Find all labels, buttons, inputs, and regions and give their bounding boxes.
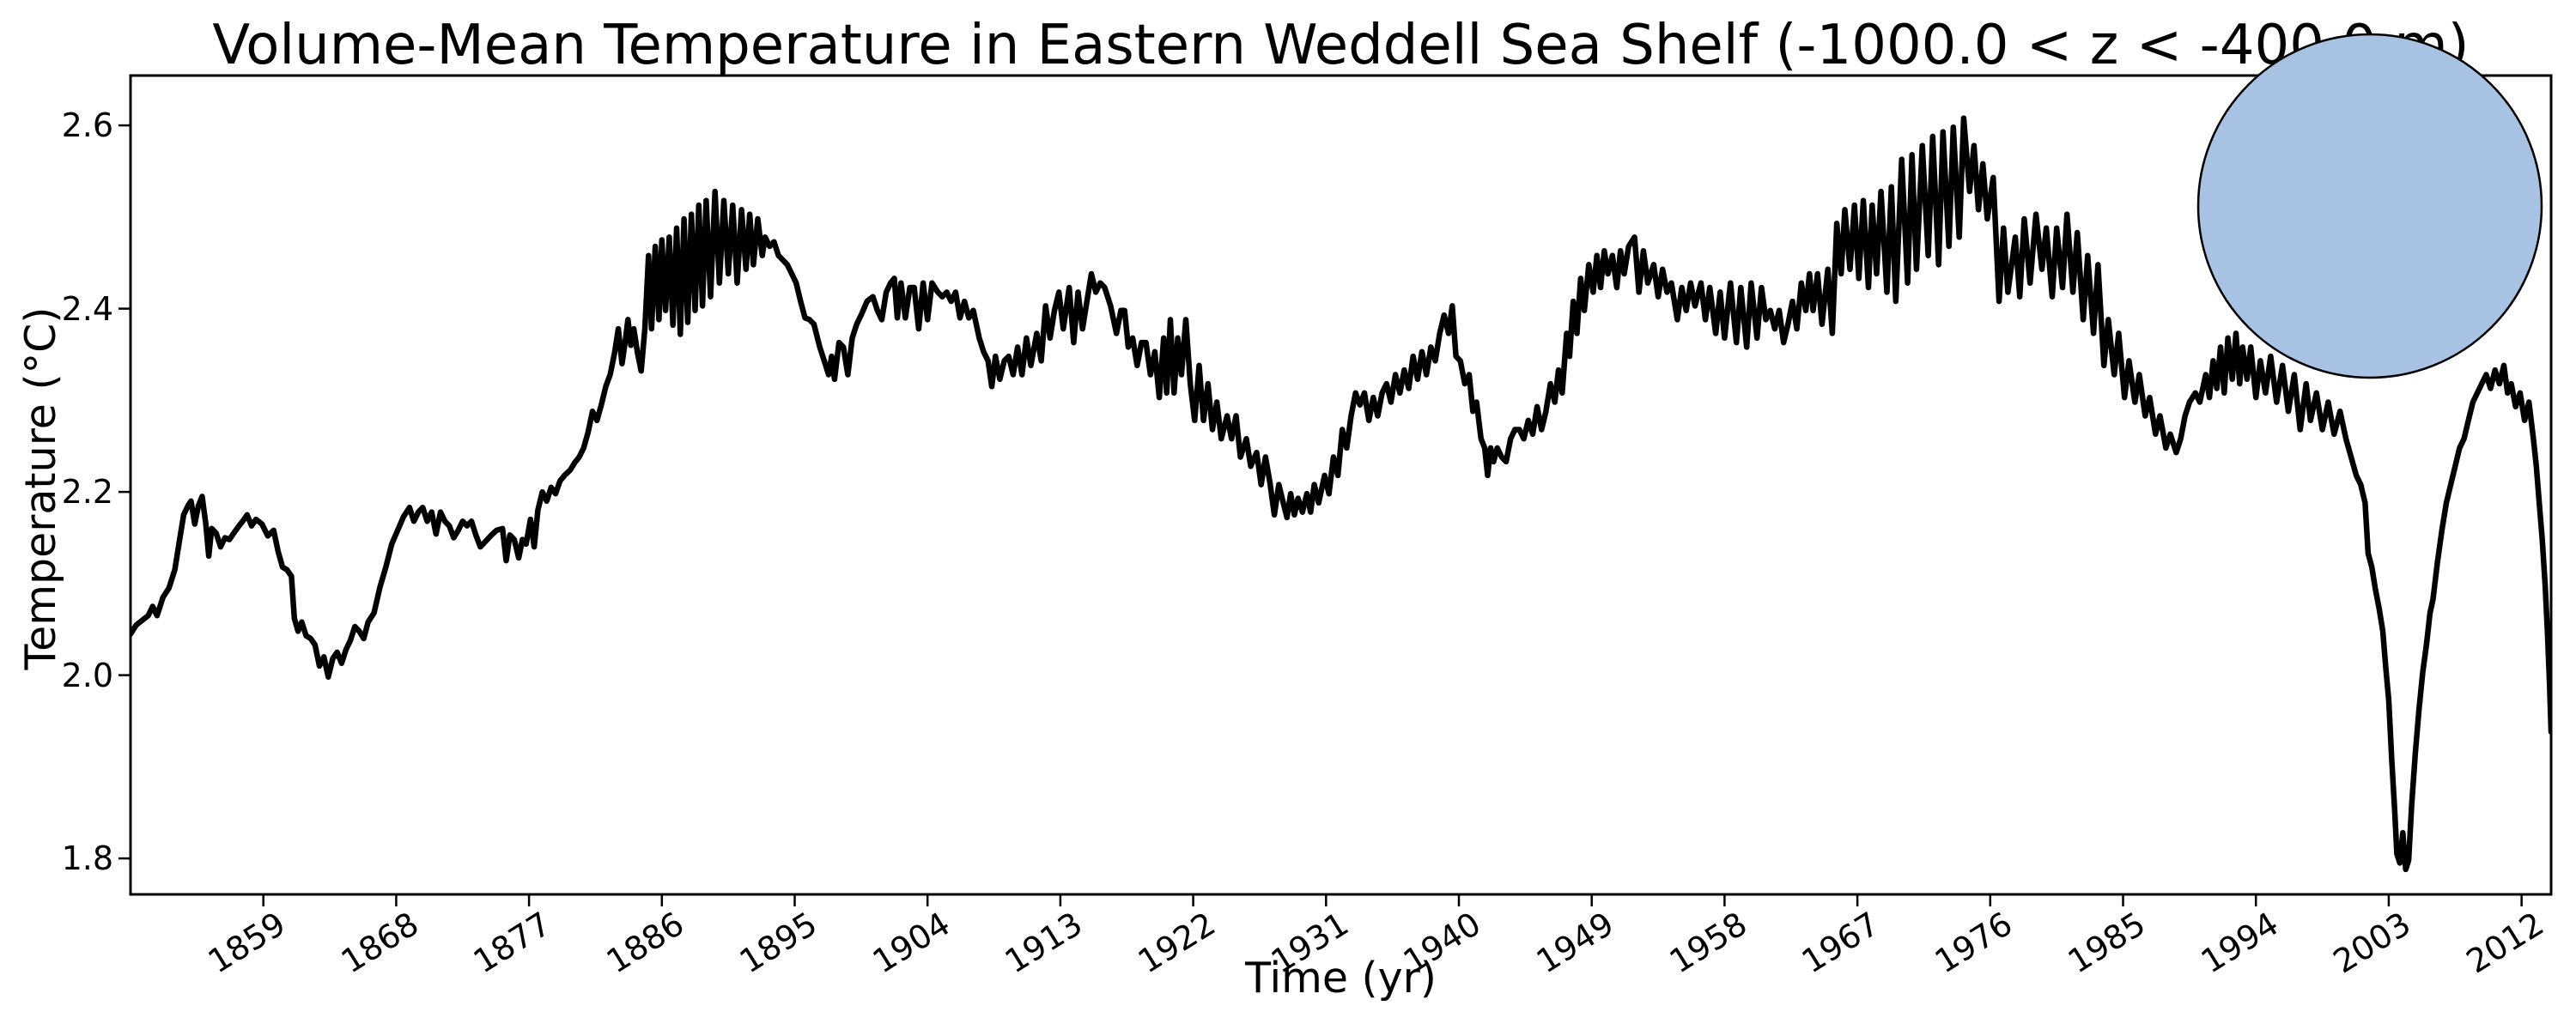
- chart-title: Volume-Mean Temperature in Eastern Wedde…: [212, 14, 2470, 77]
- ocean-circle: [2198, 34, 2542, 378]
- axis-tick-marks: [118, 124, 2523, 906]
- temperature-line: [131, 115, 2551, 873]
- plot-frame: [129, 74, 2553, 896]
- y-tick-label: 2.2: [61, 473, 113, 512]
- y-tick-label: 2.6: [61, 106, 113, 145]
- y-tick-label: 1.8: [61, 839, 113, 878]
- globe-outline: [2196, 33, 2543, 379]
- antarctica-inset-map: [2196, 33, 2543, 379]
- x-axis-label: Time (yr): [1245, 954, 1437, 1003]
- y-tick-label: 2.0: [61, 656, 113, 694]
- y-tick-label: 2.4: [61, 289, 113, 328]
